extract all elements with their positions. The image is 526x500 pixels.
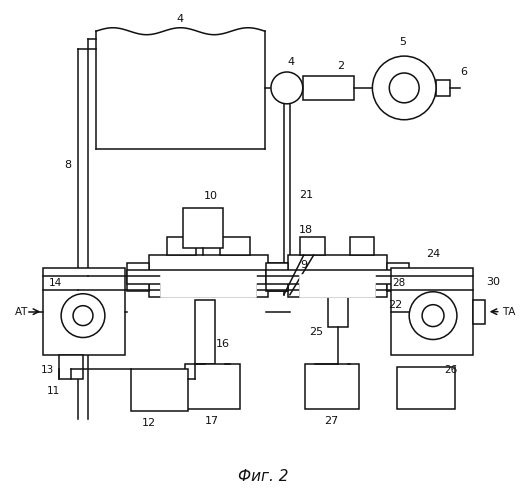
- Text: 21: 21: [299, 190, 313, 200]
- Text: 14: 14: [48, 278, 62, 288]
- Text: 24: 24: [426, 249, 440, 259]
- Text: 4: 4: [177, 14, 184, 24]
- Bar: [167, 237, 196, 255]
- Circle shape: [422, 304, 444, 326]
- Bar: [397, 368, 455, 409]
- Bar: [300, 237, 325, 255]
- Text: 27: 27: [325, 416, 339, 426]
- Bar: [186, 364, 240, 409]
- Text: 10: 10: [204, 192, 218, 202]
- Text: 5: 5: [399, 37, 406, 47]
- Circle shape: [372, 56, 436, 120]
- Text: Фиг. 2: Фиг. 2: [238, 469, 288, 484]
- Text: 13: 13: [41, 366, 54, 376]
- Circle shape: [389, 73, 419, 103]
- Text: 9: 9: [300, 260, 307, 270]
- Bar: [127, 270, 290, 284]
- Circle shape: [271, 72, 303, 104]
- Text: 11: 11: [46, 386, 60, 396]
- Text: 25: 25: [309, 326, 323, 336]
- Text: 2: 2: [337, 61, 344, 71]
- Circle shape: [73, 306, 93, 326]
- Bar: [288, 255, 387, 296]
- Text: АТ: АТ: [15, 306, 28, 316]
- Bar: [59, 356, 83, 380]
- Text: 28: 28: [392, 278, 406, 288]
- Bar: [195, 300, 215, 364]
- Bar: [266, 263, 288, 291]
- Text: ТА: ТА: [502, 306, 515, 316]
- Bar: [391, 268, 473, 356]
- Bar: [436, 80, 450, 96]
- Text: 12: 12: [141, 418, 156, 428]
- Bar: [149, 255, 268, 296]
- Bar: [305, 364, 359, 409]
- Bar: [184, 208, 223, 248]
- Text: 30: 30: [485, 277, 500, 287]
- Bar: [328, 296, 348, 326]
- Circle shape: [409, 292, 457, 340]
- Circle shape: [61, 294, 105, 338]
- Bar: [268, 263, 290, 291]
- Bar: [387, 263, 409, 291]
- Bar: [160, 275, 256, 296]
- Text: 26: 26: [444, 366, 458, 376]
- Text: 17: 17: [205, 416, 219, 426]
- Bar: [473, 300, 485, 324]
- Bar: [349, 237, 375, 255]
- Text: 4: 4: [287, 57, 295, 67]
- Text: 6: 6: [460, 67, 468, 77]
- Text: 16: 16: [216, 340, 230, 349]
- Text: 8: 8: [65, 160, 72, 170]
- Text: 18: 18: [299, 225, 313, 235]
- Bar: [300, 275, 376, 296]
- Bar: [266, 270, 409, 284]
- Bar: [127, 263, 149, 291]
- Bar: [43, 268, 125, 356]
- Bar: [131, 370, 188, 411]
- Bar: [303, 76, 355, 100]
- Text: 22: 22: [388, 300, 402, 310]
- Bar: [220, 237, 250, 255]
